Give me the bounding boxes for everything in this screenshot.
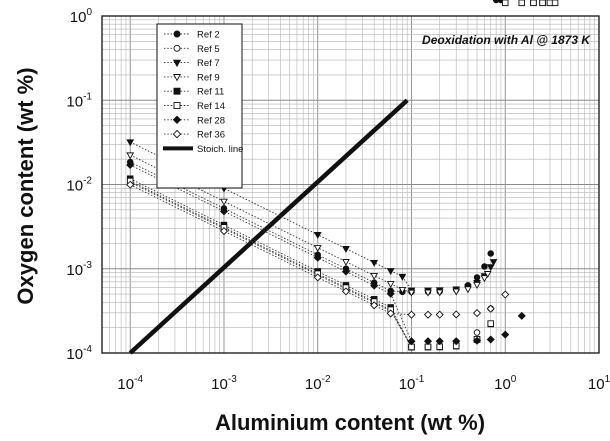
legend-label: Stoich. line (197, 144, 243, 155)
data-point (519, 0, 525, 6)
y-axis-title: Oxygen content (wt %) (13, 67, 38, 304)
data-point (502, 0, 508, 6)
data-point (488, 251, 494, 257)
data-point (174, 103, 180, 109)
chart-annotation: Deoxidation with Al @ 1873 K (422, 33, 591, 47)
legend-label: Ref 11 (197, 87, 224, 98)
legend-label: Ref 36 (197, 130, 225, 141)
data-point (482, 264, 488, 270)
legend-label: Ref 14 (197, 101, 225, 112)
x-axis-title: Aluminium content (wt %) (215, 410, 485, 435)
legend-label: Ref 5 (197, 44, 220, 55)
data-point (474, 330, 480, 336)
data-point (488, 321, 494, 327)
data-point (540, 0, 546, 6)
data-point (174, 31, 180, 37)
data-point (174, 45, 180, 51)
legend-label: Ref 28 (197, 115, 225, 126)
legend-label: Ref 2 (197, 30, 220, 41)
legend: Ref 2 Ref 5 Ref 7 Ref 9 Ref 11 Ref 14 Ref 28 Re… (157, 24, 243, 188)
legend-label: Ref 9 (197, 72, 220, 83)
data-point (531, 0, 537, 6)
data-point (552, 0, 558, 6)
data-point (174, 88, 180, 94)
data-point (474, 275, 480, 281)
legend-label: Ref 7 (197, 58, 220, 69)
